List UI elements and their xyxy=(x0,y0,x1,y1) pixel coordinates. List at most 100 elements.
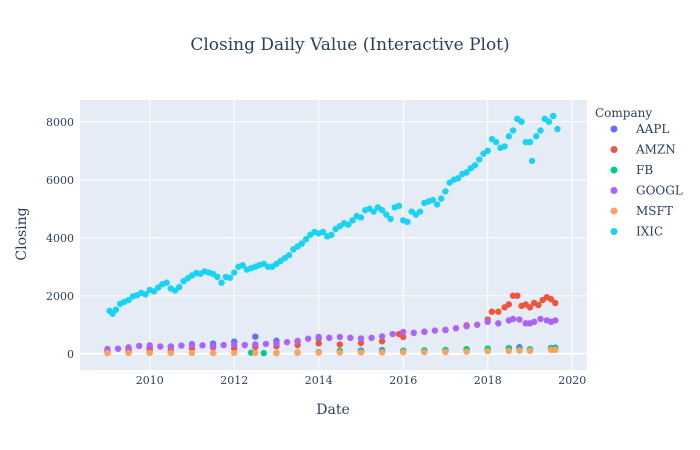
data-point[interactable] xyxy=(378,333,386,340)
data-point[interactable] xyxy=(416,208,424,215)
data-point[interactable] xyxy=(404,218,411,226)
data-point[interactable] xyxy=(241,341,248,349)
data-point[interactable] xyxy=(429,196,436,204)
data-point[interactable] xyxy=(514,292,521,299)
data-point[interactable] xyxy=(319,228,327,236)
data-point[interactable] xyxy=(157,343,164,350)
data-point[interactable] xyxy=(484,147,491,154)
data-point[interactable] xyxy=(315,349,322,356)
data-point[interactable] xyxy=(509,315,517,323)
data-point[interactable] xyxy=(389,330,396,338)
data-point[interactable] xyxy=(516,347,523,354)
data-point[interactable] xyxy=(400,349,407,356)
data-point[interactable] xyxy=(505,301,513,308)
data-point[interactable] xyxy=(252,349,259,357)
data-point[interactable] xyxy=(368,334,375,342)
data-point[interactable] xyxy=(492,138,500,146)
data-point[interactable] xyxy=(526,138,534,146)
series-ixic[interactable] xyxy=(106,112,561,317)
data-point[interactable] xyxy=(547,296,555,303)
data-point[interactable] xyxy=(220,341,227,349)
data-point[interactable] xyxy=(326,334,333,342)
data-point[interactable] xyxy=(146,349,153,357)
data-point[interactable] xyxy=(476,156,483,163)
data-point[interactable] xyxy=(345,221,352,228)
data-point[interactable] xyxy=(209,349,217,357)
data-point[interactable] xyxy=(421,348,428,356)
data-point[interactable] xyxy=(357,214,365,221)
data-point[interactable] xyxy=(442,348,449,356)
data-point[interactable] xyxy=(150,288,158,295)
data-point[interactable] xyxy=(400,333,407,341)
legend[interactable]: Company AAPL AMZN FB GOOGL MSFT IXIC xyxy=(595,106,683,239)
data-point[interactable] xyxy=(528,157,536,165)
data-point[interactable] xyxy=(167,343,175,350)
data-point[interactable] xyxy=(387,215,394,223)
data-point[interactable] xyxy=(114,345,122,352)
data-point[interactable] xyxy=(125,349,132,357)
data-point[interactable] xyxy=(505,133,513,140)
legend-item-aapl[interactable]: AAPL xyxy=(610,122,670,136)
data-point[interactable] xyxy=(378,338,386,345)
data-point[interactable] xyxy=(231,341,238,348)
data-point[interactable] xyxy=(452,325,460,332)
data-point[interactable] xyxy=(178,342,185,349)
data-point[interactable] xyxy=(421,328,428,335)
data-point[interactable] xyxy=(163,279,170,286)
legend-item-googl[interactable]: GOOGL xyxy=(610,184,683,198)
data-point[interactable] xyxy=(171,287,179,294)
legend-item-amzn[interactable]: AMZN xyxy=(610,143,676,157)
data-point[interactable] xyxy=(214,273,221,281)
data-point[interactable] xyxy=(484,347,491,355)
data-point[interactable] xyxy=(125,344,132,351)
data-point[interactable] xyxy=(554,125,561,133)
data-point[interactable] xyxy=(199,342,206,349)
data-point[interactable] xyxy=(442,326,449,334)
data-point[interactable] xyxy=(273,349,280,357)
data-point[interactable] xyxy=(112,306,120,313)
data-point[interactable] xyxy=(154,284,162,291)
data-point[interactable] xyxy=(383,211,390,218)
data-point[interactable] xyxy=(218,279,225,286)
data-point[interactable] xyxy=(273,340,280,347)
data-point[interactable] xyxy=(495,308,502,315)
data-point[interactable] xyxy=(104,349,111,357)
data-point[interactable] xyxy=(488,308,496,315)
data-point[interactable] xyxy=(302,236,310,243)
data-point[interactable] xyxy=(167,349,175,357)
data-point[interactable] xyxy=(438,195,445,202)
data-point[interactable] xyxy=(535,301,542,309)
data-point[interactable] xyxy=(252,333,259,340)
data-point[interactable] xyxy=(304,335,312,342)
data-point[interactable] xyxy=(400,328,407,336)
data-point[interactable] xyxy=(231,349,238,357)
data-point[interactable] xyxy=(176,283,183,291)
data-point[interactable] xyxy=(552,346,559,354)
data-point[interactable] xyxy=(378,207,386,214)
data-point[interactable] xyxy=(347,334,354,342)
data-point[interactable] xyxy=(336,333,344,341)
data-point[interactable] xyxy=(294,337,301,345)
data-point[interactable] xyxy=(142,291,149,298)
data-point[interactable] xyxy=(298,240,306,247)
data-point[interactable] xyxy=(463,348,470,355)
data-point[interactable] xyxy=(357,349,365,356)
data-point[interactable] xyxy=(552,317,559,324)
data-point[interactable] xyxy=(501,143,508,150)
data-point[interactable] xyxy=(431,327,439,334)
data-point[interactable] xyxy=(530,318,538,326)
series-msft[interactable] xyxy=(104,346,559,357)
data-point[interactable] xyxy=(357,335,365,342)
data-point[interactable] xyxy=(454,175,462,182)
data-point[interactable] xyxy=(125,296,132,304)
data-point[interactable] xyxy=(550,112,557,120)
data-point[interactable] xyxy=(442,188,449,195)
data-point[interactable] xyxy=(315,340,322,347)
legend-item-ixic[interactable]: IXIC xyxy=(610,225,664,239)
data-point[interactable] xyxy=(537,127,544,134)
data-point[interactable] xyxy=(285,251,293,259)
data-point[interactable] xyxy=(505,347,513,355)
data-point[interactable] xyxy=(516,316,523,323)
data-point[interactable] xyxy=(509,127,517,134)
data-point[interactable] xyxy=(545,118,553,125)
